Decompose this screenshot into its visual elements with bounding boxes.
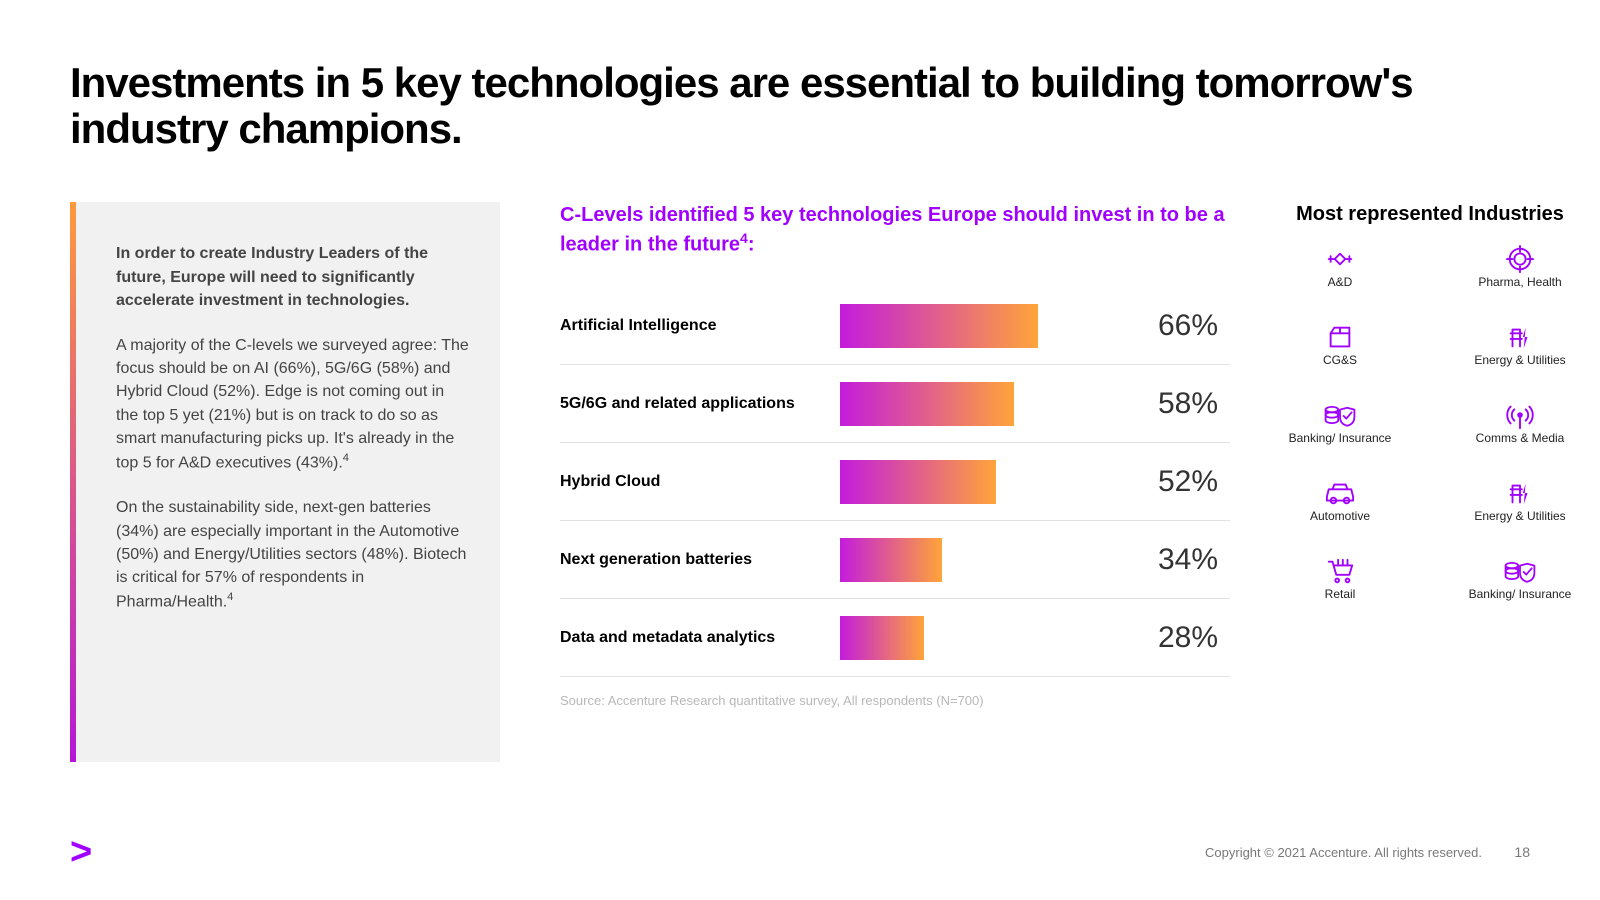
industry-cell: Automotive: [1270, 478, 1410, 524]
industry-label: Banking/ Insurance: [1450, 588, 1590, 602]
chart-row-value: 52%: [1140, 465, 1230, 499]
chart-row-value: 28%: [1140, 621, 1230, 655]
target-icon: [1502, 244, 1538, 274]
chart-row: Artificial Intelligence 66%: [560, 287, 1230, 365]
slide: Investments in 5 key technologies are es…: [0, 0, 1600, 900]
industry-label: Energy & Utilities: [1450, 354, 1590, 368]
footer-right: Copyright © 2021 Accenture. All rights r…: [1205, 844, 1530, 862]
chart-title-sup: 4: [740, 230, 748, 246]
industry-cell: Pharma, Health: [1450, 244, 1590, 290]
textbox-p2: On the sustainability side, next-gen bat…: [116, 496, 470, 613]
industries-panel: Most represented Industries A&D Pharma, H…: [1250, 202, 1600, 762]
chart-title: C-Levels identified 5 key technologies E…: [560, 202, 1230, 259]
page-title: Investments in 5 key technologies are es…: [70, 60, 1530, 152]
car-icon: [1322, 478, 1358, 508]
industry-label: Energy & Utilities: [1450, 510, 1590, 524]
bar-track: [840, 382, 1140, 426]
textbox-wrap: In order to create Industry Leaders of t…: [70, 202, 500, 762]
industry-cell: Comms & Media: [1450, 400, 1590, 446]
cart-icon: [1322, 556, 1358, 586]
industry-label: Automotive: [1270, 510, 1410, 524]
textbox-lead: In order to create Industry Leaders of t…: [116, 242, 470, 312]
content-area: In order to create Industry Leaders of t…: [70, 202, 1530, 762]
industry-cell: A&D: [1270, 244, 1410, 290]
industry-label: A&D: [1270, 276, 1410, 290]
accent-bar: [70, 202, 76, 762]
industry-cell: CG&S: [1270, 322, 1410, 368]
chart-row-value: 34%: [1140, 543, 1230, 577]
bar-chart: C-Levels identified 5 key technologies E…: [520, 202, 1230, 762]
bar-fill: [840, 616, 924, 660]
chart-row-value: 58%: [1140, 387, 1230, 421]
chart-source: Source: Accenture Research quantitative …: [560, 693, 1230, 708]
chart-title-b: :: [748, 234, 755, 256]
chart-row: Data and metadata analytics 28%: [560, 599, 1230, 677]
chart-row: Next generation batteries 34%: [560, 521, 1230, 599]
industries-row: A&D Pharma, Health: [1250, 244, 1600, 322]
industry-cell: Banking/ Insurance: [1270, 400, 1410, 446]
industry-label: Retail: [1270, 588, 1410, 602]
bar-track: [840, 616, 1140, 660]
satellite-icon: [1322, 244, 1358, 274]
industry-cell: Energy & Utilities: [1450, 478, 1590, 524]
textbox: In order to create Industry Leaders of t…: [76, 202, 500, 762]
industries-row: Automotive Energy & Utilities: [1250, 478, 1600, 556]
bar-fill: [840, 304, 1038, 348]
bankshield-icon: [1322, 400, 1358, 430]
power-icon: [1502, 322, 1538, 352]
page-number: 18: [1514, 844, 1530, 860]
copyright: Copyright © 2021 Accenture. All rights r…: [1205, 845, 1482, 860]
textbox-p2-text: On the sustainability side, next-gen bat…: [116, 499, 466, 610]
chart-row-label: Next generation batteries: [560, 551, 840, 569]
bar-track: [840, 304, 1140, 348]
industry-label: Banking/ Insurance: [1270, 432, 1410, 446]
bar-track: [840, 538, 1140, 582]
textbox-p2-sup: 4: [227, 591, 233, 603]
package-icon: [1322, 322, 1358, 352]
bankshield-icon: [1502, 556, 1538, 586]
textbox-p1: A majority of the C-levels we surveyed a…: [116, 334, 470, 474]
industry-label: CG&S: [1270, 354, 1410, 368]
chart-title-a: C-Levels identified 5 key technologies E…: [560, 204, 1225, 256]
chart-rows: Artificial Intelligence 66% 5G/6G and rela…: [560, 287, 1230, 677]
textbox-p1-text: A majority of the C-levels we surveyed a…: [116, 337, 469, 471]
industries-rows: A&D Pharma, Health CG&S Energy & Utilities B…: [1250, 244, 1600, 634]
industry-cell: Energy & Utilities: [1450, 322, 1590, 368]
chart-row-label: 5G/6G and related applications: [560, 395, 840, 413]
industry-label: Comms & Media: [1450, 432, 1590, 446]
chart-row-label: Data and metadata analytics: [560, 629, 840, 647]
antenna-icon: [1502, 400, 1538, 430]
chart-row: 5G/6G and related applications 58%: [560, 365, 1230, 443]
industries-row: CG&S Energy & Utilities: [1250, 322, 1600, 400]
chart-row-value: 66%: [1140, 309, 1230, 343]
industries-row: Banking/ Insurance Comms & Media: [1250, 400, 1600, 478]
industry-cell: Banking/ Insurance: [1450, 556, 1590, 602]
chart-row-label: Artificial Intelligence: [560, 317, 840, 335]
bar-fill: [840, 538, 942, 582]
bar-fill: [840, 460, 996, 504]
chart-row: Hybrid Cloud 52%: [560, 443, 1230, 521]
bar-fill: [840, 382, 1014, 426]
industries-row: Retail Banking/ Insurance: [1250, 556, 1600, 634]
footer: > Copyright © 2021 Accenture. All rights…: [70, 831, 1530, 874]
industry-cell: Retail: [1270, 556, 1410, 602]
industry-label: Pharma, Health: [1450, 276, 1590, 290]
industries-title: Most represented Industries: [1250, 202, 1600, 226]
chart-row-label: Hybrid Cloud: [560, 473, 840, 491]
bar-track: [840, 460, 1140, 504]
textbox-p1-sup: 4: [343, 452, 349, 464]
accenture-logo-icon: >: [70, 831, 92, 874]
power-icon: [1502, 478, 1538, 508]
